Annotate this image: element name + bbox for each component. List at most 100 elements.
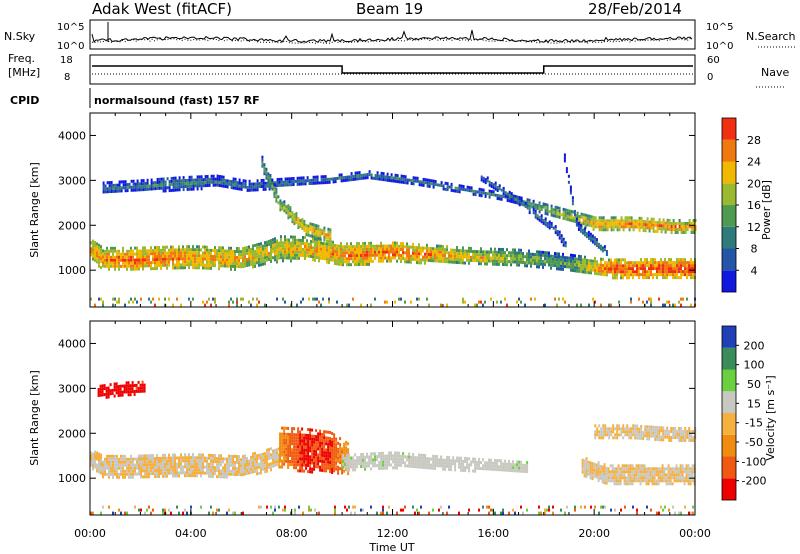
heatmap-cell [656, 270, 658, 274]
heatmap-cell [286, 253, 288, 257]
heatmap-cell [267, 178, 270, 182]
heatmap-cell [295, 433, 298, 437]
heatmap-cell [370, 259, 372, 263]
heatmap-cell [272, 458, 274, 462]
heatmap-cell [260, 465, 262, 469]
heatmap-cell [582, 213, 585, 217]
freq-panel: Freq. [MHz] 18 8 60 0 Nave [8, 52, 789, 88]
heatmap-cell [412, 242, 414, 246]
heatmap-cell [601, 465, 604, 469]
heatmap-cell [647, 467, 650, 471]
heatmap-cell [620, 261, 622, 265]
heatmap-cell [166, 474, 168, 478]
heatmap-cell [500, 462, 503, 466]
heatmap-cell [648, 264, 650, 268]
heatmap-cell [568, 256, 570, 260]
heatmap-cell [124, 472, 126, 476]
heatmap-cell [582, 270, 584, 274]
heatmap-cell [224, 463, 226, 467]
heatmap-cell [520, 260, 522, 264]
heatmap-cell [222, 181, 225, 185]
heatmap-cell [317, 224, 320, 228]
heatmap-cell [332, 243, 334, 247]
heatmap-cell [510, 469, 513, 472]
heatmap-cell [283, 209, 286, 213]
heatmap-cell [598, 263, 600, 267]
heatmap-cell [204, 459, 206, 463]
heatmap-cell [649, 479, 652, 483]
heatmap-cell [124, 189, 127, 193]
heatmap-cell [122, 261, 124, 265]
heatmap-cell [442, 461, 445, 465]
heatmap-cell [576, 269, 578, 273]
heatmap-cell [230, 186, 233, 190]
heatmap-cell [220, 475, 222, 479]
heatmap-cell [587, 236, 590, 240]
heatmap-cell [382, 244, 384, 248]
heatmap-cell [196, 260, 198, 264]
heatmap-cell [314, 237, 316, 241]
heatmap-cell [206, 178, 209, 181]
heatmap-cell [581, 467, 584, 471]
heatmap-cell [166, 177, 169, 181]
heatmap-cell [285, 205, 288, 209]
heatmap-cell [660, 270, 662, 274]
heatmap-cell [619, 482, 622, 486]
heatmap-cell [244, 472, 246, 476]
heatmap-cell [196, 456, 198, 460]
heatmap-cell [200, 248, 202, 252]
heatmap-cell [358, 251, 360, 254]
heatmap-cell [518, 257, 520, 261]
heatmap-cell [376, 464, 379, 468]
heatmap-cell [254, 463, 256, 467]
heatmap-cell [624, 219, 627, 223]
heatmap-cell [484, 181, 487, 185]
heatmap-cell [583, 474, 586, 478]
heatmap-cell [394, 247, 396, 251]
heatmap-cell [569, 191, 572, 195]
heatmap-cell [300, 179, 303, 183]
heatmap-cell [637, 479, 640, 483]
heatmap-cell [632, 261, 634, 265]
heatmap-cell [394, 253, 396, 257]
heatmap-cell [690, 273, 692, 277]
heatmap-cell [148, 463, 150, 467]
heatmap-cell [564, 208, 567, 212]
heatmap-cell [284, 253, 286, 257]
heatmap-cell [410, 182, 413, 185]
heatmap-cell [325, 457, 328, 461]
heatmap-cell [408, 254, 410, 258]
heatmap-cell [532, 208, 535, 212]
heatmap-cell [602, 228, 605, 232]
heatmap-cell [384, 300, 386, 304]
heatmap-cell [360, 257, 362, 260]
heatmap-cell [398, 180, 401, 184]
heatmap-cell [538, 218, 541, 222]
heatmap-cell [184, 254, 186, 258]
heatmap-cell [656, 276, 658, 280]
heatmap-cell [254, 460, 256, 464]
heatmap-cell [592, 224, 595, 228]
heatmap-cell [154, 264, 156, 268]
heatmap-cell [568, 215, 571, 219]
heatmap-cell [301, 445, 304, 449]
heatmap-cell [605, 481, 608, 485]
heatmap-cell [238, 256, 240, 260]
heatmap-cell [593, 474, 596, 478]
heatmap-cell [639, 482, 642, 486]
heatmap-cell [178, 182, 181, 186]
heatmap-cell [339, 437, 342, 441]
heatmap-cell [132, 182, 135, 186]
heatmap-cell [368, 170, 371, 174]
heatmap-cell [682, 222, 685, 225]
heatmap-cell [334, 253, 336, 256]
heatmap-cell [502, 254, 504, 257]
heatmap-cell [116, 186, 119, 190]
heatmap-cell [194, 263, 196, 267]
heatmap-cell [500, 465, 503, 469]
heatmap-cell [128, 264, 130, 268]
heatmap-cell [484, 464, 487, 468]
heatmap-cell [386, 175, 389, 179]
heatmap-cell [339, 449, 342, 453]
